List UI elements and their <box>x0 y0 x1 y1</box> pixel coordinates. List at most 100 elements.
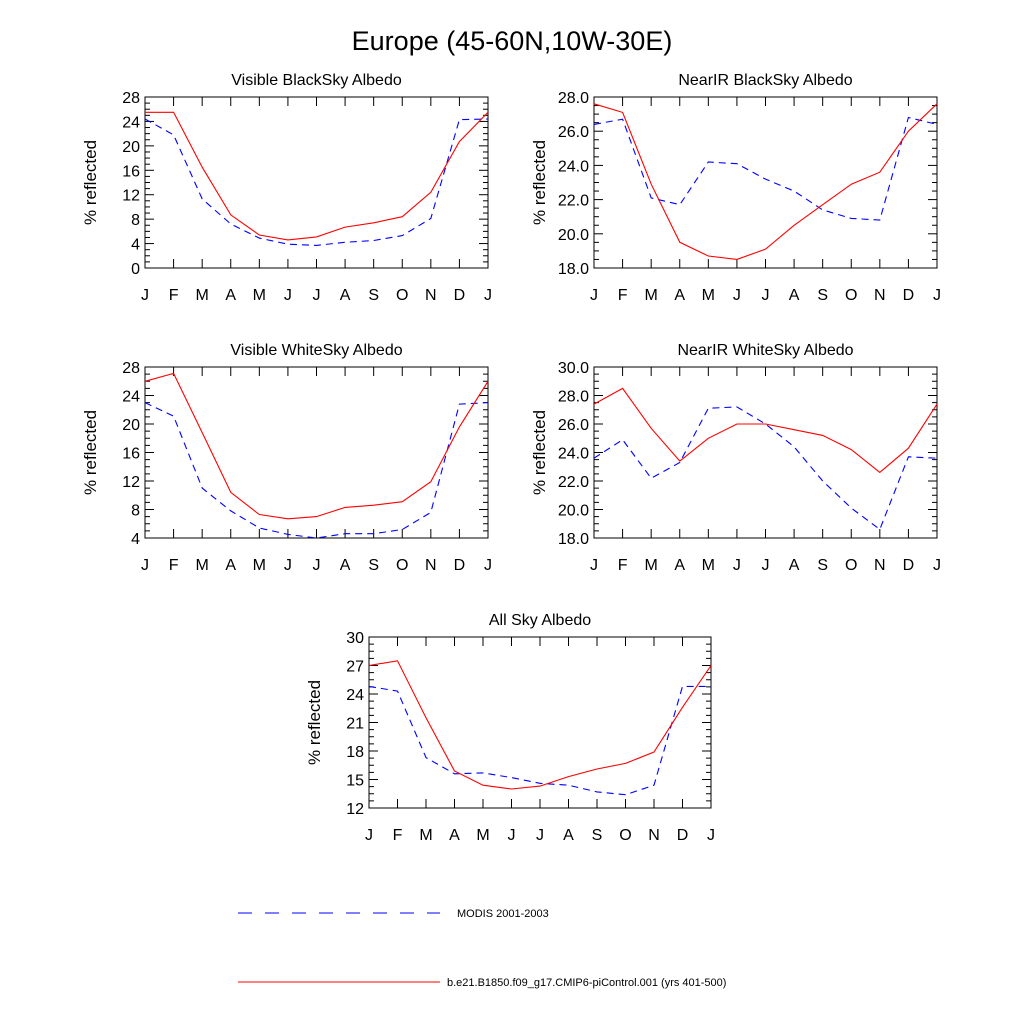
x-tick-label: F <box>618 557 628 574</box>
panel-nearir-blacksky: NearIR BlackSky Albedo % reflected 18.0 20.… <box>530 72 941 304</box>
y-tick-label: 12 <box>346 801 364 818</box>
x-tick-label: J <box>284 287 292 304</box>
x-tick-label: J <box>933 557 941 574</box>
series-line-model <box>593 103 938 260</box>
x-tick-label: A <box>674 557 685 574</box>
series-line-model <box>145 111 489 241</box>
y-tick-label: 20.0 <box>558 503 589 520</box>
x-tick-label: F <box>169 557 179 574</box>
series-line-modis <box>144 118 489 246</box>
x-tick-label: D <box>903 287 915 304</box>
x-tick-label: S <box>368 287 379 304</box>
x-tick-label: F <box>169 287 179 304</box>
y-tick-label: 8 <box>131 503 140 520</box>
series-line-model <box>593 387 938 474</box>
x-tick-label: M <box>253 557 266 574</box>
x-tick-label: N <box>874 287 886 304</box>
y-tick-label: 21 <box>346 716 364 733</box>
y-tick-label: 4 <box>131 237 140 254</box>
series-line-modis <box>144 402 489 539</box>
x-tick-label: M <box>253 287 266 304</box>
panel-visible-whitesky: Visible WhiteSky Albedo % reflected 4 8 12 16… <box>81 342 492 574</box>
x-tick-label: J <box>313 287 321 304</box>
y-tick-label: 30 <box>346 630 364 647</box>
x-tick-label: J <box>733 557 741 574</box>
x-tick-label: D <box>677 827 689 844</box>
x-tick-label: A <box>789 557 800 574</box>
y-tick-label: 15 <box>346 773 364 790</box>
x-tick-label: M <box>645 287 658 304</box>
y-tick-label: 0 <box>131 261 140 278</box>
y-axis-label: % reflected <box>81 410 100 495</box>
x-tick-label: F <box>393 827 403 844</box>
y-tick-label: 27 <box>346 659 364 676</box>
x-tick-label: J <box>933 287 941 304</box>
panel-all-sky: All Sky Albedo % reflected 12 15 18 21 24 27 30 J… <box>305 612 715 844</box>
y-tick-label: 16 <box>122 446 140 463</box>
x-tick-label: M <box>419 827 432 844</box>
y-tick-label: 28 <box>122 360 140 377</box>
x-tick-label: J <box>484 287 492 304</box>
x-tick-label: J <box>508 827 516 844</box>
y-tick-label: 26.0 <box>558 124 589 141</box>
y-axis-label: % reflected <box>305 680 324 765</box>
x-tick-label: J <box>141 557 149 574</box>
x-tick-label: A <box>340 557 351 574</box>
panel-title: NearIR BlackSky Albedo <box>678 72 852 89</box>
y-tick-label: 28.0 <box>558 389 589 406</box>
x-tick-label: M <box>196 287 209 304</box>
x-tick-label: D <box>454 557 466 574</box>
x-tick-label: S <box>817 287 828 304</box>
figure-title: Europe (45-60N,10W-30E) <box>352 26 673 56</box>
x-tick-label: M <box>196 557 209 574</box>
x-tick-label: J <box>284 557 292 574</box>
x-tick-label: S <box>817 557 828 574</box>
plot-frame <box>593 366 938 539</box>
x-tick-label: O <box>845 287 857 304</box>
panel-title: All Sky Albedo <box>489 612 591 629</box>
x-tick-label: A <box>225 557 236 574</box>
x-tick-label: A <box>563 827 574 844</box>
x-tick-label: J <box>762 557 770 574</box>
y-tick-label: 22.0 <box>558 193 589 210</box>
panel-title: Visible BlackSky Albedo <box>231 72 402 89</box>
y-tick-label: 8 <box>131 212 140 229</box>
x-tick-label: J <box>762 287 770 304</box>
x-tick-label: M <box>702 287 715 304</box>
y-tick-label: 12 <box>122 474 140 491</box>
x-tick-label: N <box>425 557 437 574</box>
x-tick-label: S <box>368 557 379 574</box>
legend: MODIS 2001-2003 b.e21.B1850.f09_g17.CMIP… <box>238 908 726 989</box>
y-tick-label: 30.0 <box>558 360 589 377</box>
y-tick-label: 18.0 <box>558 261 589 278</box>
panel-title: NearIR WhiteSky Albedo <box>677 342 853 359</box>
y-tick-label: 18 <box>346 744 364 761</box>
x-tick-label: J <box>141 287 149 304</box>
x-tick-label: F <box>618 287 628 304</box>
x-tick-label: J <box>733 287 741 304</box>
x-tick-label: M <box>476 827 489 844</box>
x-tick-label: J <box>484 557 492 574</box>
x-tick-label: A <box>340 287 351 304</box>
panel-visible-blacksky: Visible BlackSky Albedo % reflected 0 4 8 12 1… <box>81 72 492 304</box>
series-line-modis <box>368 685 711 796</box>
x-tick-label: S <box>592 827 603 844</box>
x-tick-label: J <box>590 287 598 304</box>
series-line-model <box>144 372 489 520</box>
x-tick-label: A <box>225 287 236 304</box>
x-tick-label: D <box>903 557 915 574</box>
y-tick-label: 24 <box>346 687 364 704</box>
x-tick-label: O <box>396 287 408 304</box>
plot-frame <box>144 366 489 539</box>
x-tick-label: N <box>648 827 660 844</box>
y-tick-label: 4 <box>131 531 140 548</box>
x-tick-label: N <box>874 557 886 574</box>
x-tick-label: N <box>425 287 437 304</box>
y-tick-label: 24 <box>122 114 140 131</box>
x-tick-label: J <box>365 827 373 844</box>
series-line-modis <box>593 116 938 221</box>
y-tick-label: 16 <box>122 163 140 180</box>
y-tick-label: 18.0 <box>558 531 589 548</box>
x-tick-label: J <box>313 557 321 574</box>
